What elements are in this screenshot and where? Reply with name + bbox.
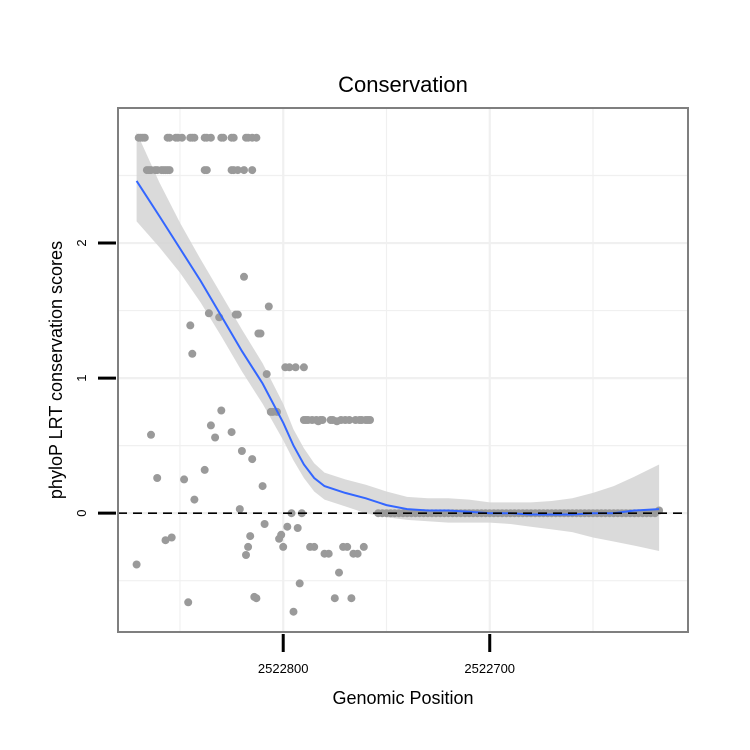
data-point [165, 133, 174, 142]
data-point [147, 430, 155, 439]
data-point [240, 166, 248, 175]
data-point [324, 549, 333, 558]
data-point [347, 594, 356, 603]
data-point [217, 406, 226, 415]
data-point [180, 475, 189, 484]
data-point [277, 530, 286, 539]
data-point [190, 495, 199, 504]
data-point [283, 522, 292, 531]
chart-title: Conservation [338, 72, 468, 97]
x-tick-label: 2522800 [258, 661, 309, 676]
data-point [244, 542, 253, 551]
data-point [264, 302, 273, 311]
data-point [233, 310, 242, 319]
data-point [233, 166, 242, 175]
data-point [343, 542, 352, 551]
data-point [186, 321, 195, 330]
x-tick-label: 2522700 [464, 661, 515, 676]
data-point [184, 598, 193, 607]
data-point [132, 560, 141, 569]
y-tick-label: 0 [74, 510, 89, 517]
data-point [345, 416, 354, 424]
plot-panel-border [117, 107, 689, 633]
data-point [240, 272, 248, 281]
data-point [262, 370, 271, 379]
x-axis-label: Genomic Position [332, 688, 473, 708]
smooth-line-layer [135, 180, 660, 516]
data-point [161, 536, 170, 545]
data-point [229, 133, 238, 142]
data-point [202, 166, 211, 175]
data-point [318, 416, 327, 424]
data-point [252, 594, 261, 603]
data-point [248, 455, 257, 464]
data-point [330, 594, 339, 603]
x-axis-ticks: 2522800 2522700 [258, 634, 515, 676]
data-point [299, 363, 308, 372]
confidence-band-layer [136, 132, 660, 552]
data-point [310, 542, 319, 551]
data-point [291, 363, 300, 372]
data-point [227, 428, 236, 437]
data-point [200, 465, 209, 474]
data-point [359, 542, 368, 551]
data-point [206, 421, 215, 430]
smooth-line [135, 180, 660, 516]
data-point [188, 349, 197, 358]
data-point [366, 416, 374, 424]
data-point [285, 363, 294, 372]
y-tick-label: 1 [74, 374, 89, 381]
data-point [258, 482, 267, 491]
data-point [335, 568, 343, 577]
data-point [293, 524, 302, 532]
data-point [248, 166, 257, 175]
data-point [246, 532, 255, 541]
data-point [289, 607, 298, 616]
data-point [165, 166, 174, 175]
data-point [235, 505, 244, 514]
data-point [167, 533, 176, 542]
data-point [279, 542, 288, 551]
data-point [242, 551, 250, 559]
data-point [153, 474, 162, 482]
data-point [211, 433, 220, 442]
data-point [252, 133, 261, 142]
data-point [295, 579, 304, 588]
y-axis-label: phyloP LRT conservation scores [46, 241, 66, 499]
data-point [140, 133, 149, 142]
data-point [178, 133, 186, 142]
data-point [256, 329, 265, 338]
data-point [206, 133, 215, 142]
data-point [219, 133, 228, 142]
data-point [260, 520, 269, 528]
confidence-band [136, 132, 660, 552]
data-point [237, 447, 246, 455]
data-point [190, 133, 199, 142]
data-point [204, 309, 213, 318]
y-tick-label: 2 [74, 239, 89, 246]
plot-panel-background [118, 108, 688, 632]
data-point [353, 549, 362, 558]
y-axis-ticks: 0 1 2 [74, 239, 116, 517]
